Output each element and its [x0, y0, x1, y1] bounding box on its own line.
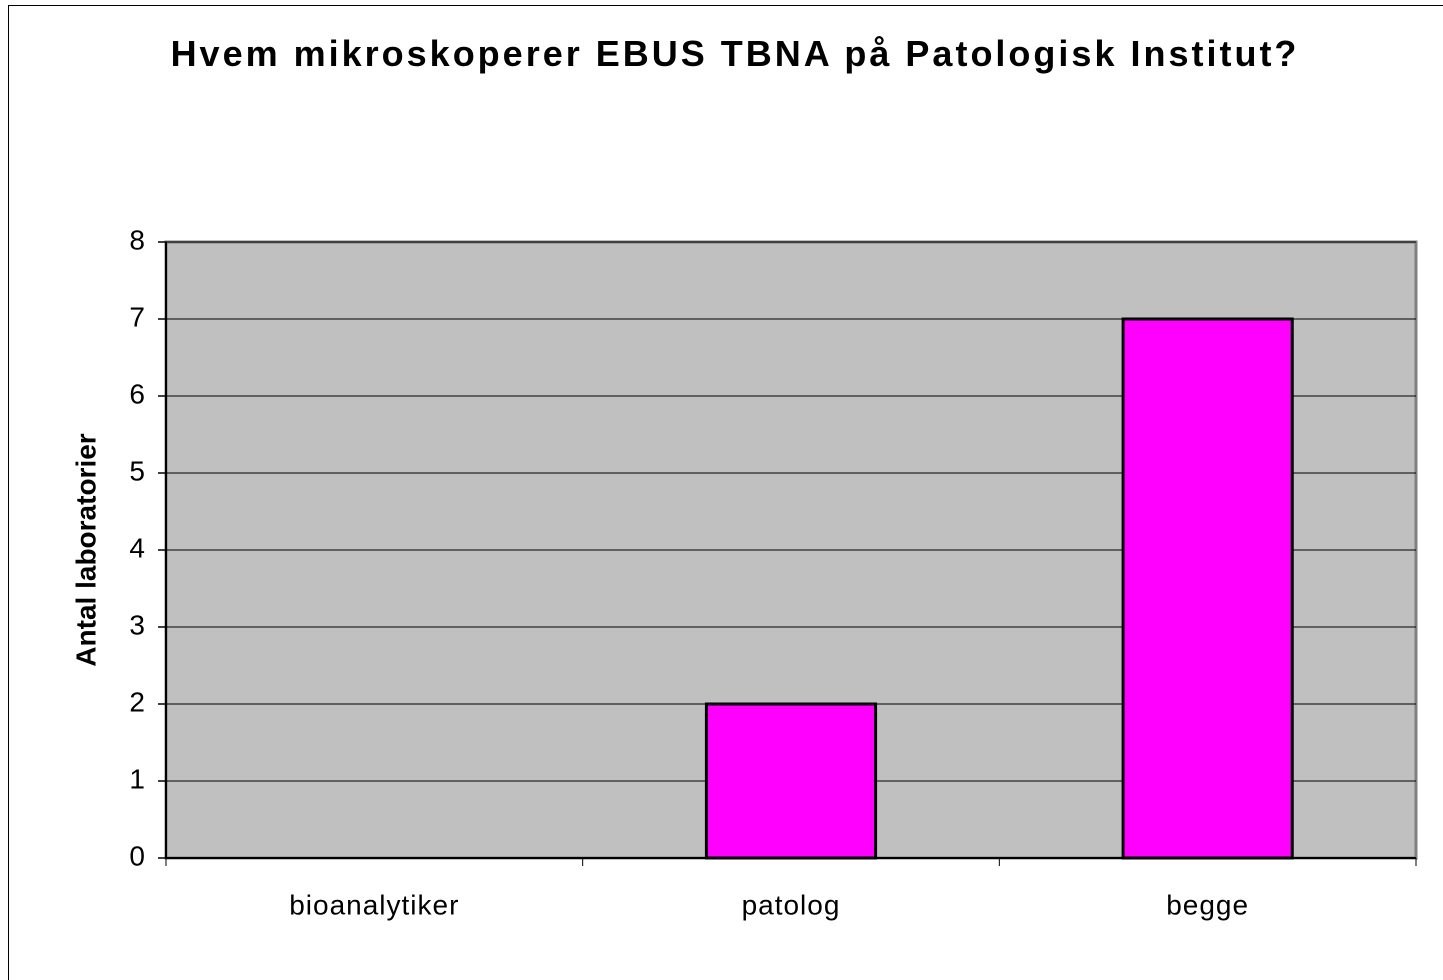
y-tick-label: 6: [129, 378, 145, 409]
y-tick-label: 1: [129, 763, 145, 794]
y-tick-label: 0: [129, 840, 145, 871]
chart-title: Hvem mikroskoperer EBUS TBNA på Patologi…: [170, 33, 1300, 74]
y-tick-label: 3: [129, 609, 145, 640]
y-tick-label: 8: [129, 224, 145, 255]
x-tick-label: patolog: [742, 889, 841, 920]
x-tick-label: bioanalytiker: [289, 889, 459, 920]
y-tick-label: 5: [129, 455, 145, 486]
y-tick-label: 7: [129, 301, 145, 332]
bar: [1121, 317, 1294, 860]
x-tick-label: begge: [1166, 889, 1249, 920]
y-axis-label: Antal laboratorier: [70, 433, 101, 666]
y-tick-label: 4: [129, 532, 145, 563]
bar: [704, 702, 878, 860]
chart-frame: [8, 5, 1443, 980]
y-tick-label: 2: [129, 686, 145, 717]
